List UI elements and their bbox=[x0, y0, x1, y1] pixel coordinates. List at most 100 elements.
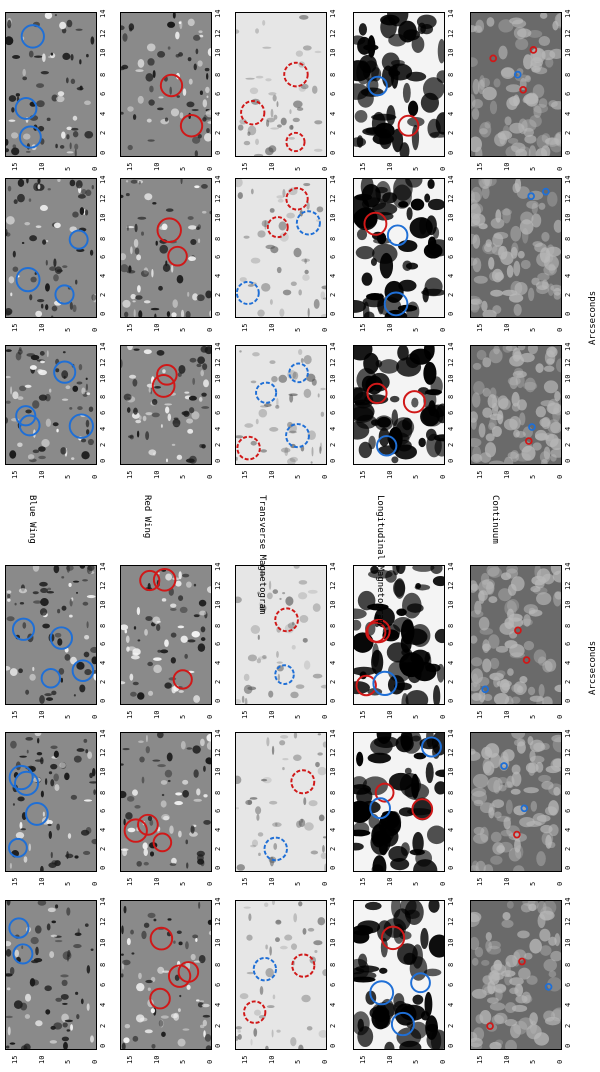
tick-label: 14 bbox=[564, 175, 572, 184]
tick-label: 2 bbox=[447, 442, 455, 447]
panel-blue-3 bbox=[5, 345, 97, 465]
tick-label: 8 bbox=[564, 72, 572, 77]
tick-label: 10 bbox=[267, 877, 276, 886]
tick-label: 4 bbox=[99, 1003, 107, 1008]
tick-label: 8 bbox=[99, 962, 107, 967]
tick-label: 0 bbox=[214, 698, 222, 703]
tick-label: 4 bbox=[329, 111, 337, 116]
tick-label: 8 bbox=[99, 72, 107, 77]
tick-label: 8 bbox=[99, 623, 107, 628]
tick-label: 2 bbox=[329, 1023, 337, 1028]
tick-label: 10 bbox=[37, 470, 46, 479]
tick-label: 12 bbox=[99, 358, 107, 367]
tick-label: 10 bbox=[99, 374, 107, 383]
tick-label: 10 bbox=[564, 767, 572, 776]
tick-label: 10 bbox=[329, 767, 337, 776]
tick-label: 5 bbox=[294, 1059, 303, 1064]
panel-cont-5 bbox=[470, 732, 562, 872]
tick-label: 12 bbox=[447, 194, 455, 203]
tick-label: 0 bbox=[447, 698, 455, 703]
panel-trans-4 bbox=[235, 565, 327, 705]
tick-label: 10 bbox=[447, 48, 455, 58]
tick-label: 2 bbox=[99, 131, 107, 136]
panel-trans-6 bbox=[235, 900, 327, 1050]
tick-label: 0 bbox=[329, 865, 337, 870]
tick-label: 14 bbox=[447, 342, 455, 351]
tick-label: 6 bbox=[214, 809, 222, 814]
tick-label: 4 bbox=[214, 1003, 222, 1008]
tick-label: 14 bbox=[447, 9, 455, 18]
tick-label: 10 bbox=[329, 374, 337, 383]
tick-label: 15 bbox=[359, 1055, 367, 1064]
tick-label: 8 bbox=[564, 623, 572, 628]
tick-label: 2 bbox=[564, 292, 572, 298]
tick-label: 5 bbox=[529, 166, 538, 171]
tick-label: 0 bbox=[439, 327, 447, 332]
tick-label: 10 bbox=[267, 470, 276, 479]
tick-label: 12 bbox=[564, 29, 572, 38]
tick-label: 15 bbox=[126, 323, 134, 332]
tick-label: 12 bbox=[329, 194, 337, 203]
tick-label: 4 bbox=[214, 426, 222, 431]
tick-label: 5 bbox=[294, 166, 303, 171]
tick-label: 6 bbox=[99, 255, 107, 260]
panel-long-6 bbox=[353, 900, 445, 1050]
tick-label: 4 bbox=[99, 828, 107, 833]
tick-label: 8 bbox=[447, 236, 455, 241]
tick-label: 15 bbox=[126, 1055, 134, 1064]
tick-label: 6 bbox=[329, 92, 337, 97]
tick-label: 2 bbox=[329, 846, 337, 852]
panel-red-6 bbox=[120, 900, 212, 1050]
tick-label: 10 bbox=[447, 600, 455, 609]
tick-label: 6 bbox=[564, 410, 572, 415]
tick-label: 8 bbox=[447, 790, 455, 795]
tick-label: 0 bbox=[214, 1043, 222, 1048]
tick-label: 15 bbox=[359, 877, 367, 886]
panel-red-3 bbox=[120, 345, 212, 465]
tick-label: 8 bbox=[99, 394, 107, 399]
tick-label: 15 bbox=[11, 1055, 19, 1064]
panel-cont-6 bbox=[470, 900, 562, 1050]
tick-label: 12 bbox=[447, 917, 455, 927]
tick-label: 12 bbox=[99, 917, 107, 927]
tick-label: 14 bbox=[329, 562, 337, 571]
panel-long-2 bbox=[353, 178, 445, 318]
tick-label: 5 bbox=[294, 327, 303, 332]
tick-label: 5 bbox=[529, 714, 538, 719]
tick-label: 10 bbox=[214, 767, 222, 776]
tick-label: 12 bbox=[214, 748, 222, 757]
tick-label: 8 bbox=[329, 623, 337, 628]
tick-label: 8 bbox=[214, 72, 222, 77]
tick-label: 10 bbox=[99, 938, 107, 947]
x-axis-title-right-lower: Arcseconds bbox=[588, 640, 598, 695]
tick-label: 14 bbox=[564, 729, 572, 738]
tick-label: 10 bbox=[267, 710, 276, 719]
tick-label: 12 bbox=[564, 358, 572, 367]
tick-label: 14 bbox=[214, 897, 222, 906]
panel-cont-3 bbox=[470, 345, 562, 465]
tick-label: 15 bbox=[476, 323, 484, 332]
tick-label: 5 bbox=[64, 474, 73, 479]
row-label-red-wing: Red Wing bbox=[142, 495, 152, 539]
tick-label: 6 bbox=[447, 809, 455, 814]
tick-label: 0 bbox=[214, 865, 222, 870]
tick-label: 14 bbox=[447, 897, 455, 906]
tick-label: 6 bbox=[564, 809, 572, 814]
tick-label: 10 bbox=[564, 938, 572, 947]
tick-label: 0 bbox=[321, 714, 329, 719]
tick-label: 15 bbox=[476, 162, 484, 171]
tick-label: 10 bbox=[99, 767, 107, 776]
tick-label: 0 bbox=[91, 881, 99, 886]
tick-label: 2 bbox=[564, 846, 572, 852]
tick-label: 0 bbox=[556, 474, 564, 479]
tick-label: 10 bbox=[447, 938, 455, 947]
tick-label: 15 bbox=[359, 162, 367, 171]
tick-label: 10 bbox=[502, 470, 511, 479]
tick-label: 14 bbox=[99, 9, 107, 18]
tick-label: 5 bbox=[64, 1059, 73, 1064]
tick-label: 4 bbox=[564, 426, 572, 431]
tick-label: 2 bbox=[214, 846, 222, 852]
tick-label: 0 bbox=[439, 1059, 447, 1064]
tick-label: 4 bbox=[214, 111, 222, 116]
tick-label: 8 bbox=[214, 394, 222, 399]
